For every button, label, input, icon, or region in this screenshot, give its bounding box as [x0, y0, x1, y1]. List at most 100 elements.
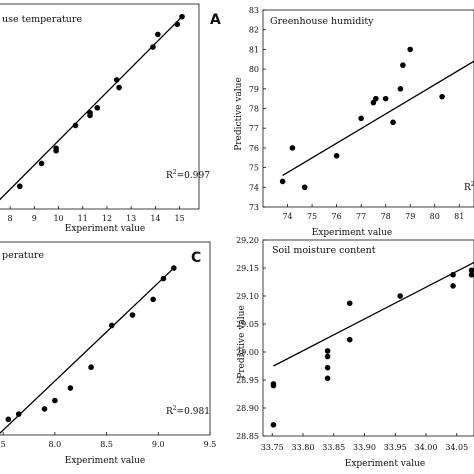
- y-tick-label: 80: [249, 65, 259, 74]
- y-tick-label: 75: [249, 164, 259, 173]
- y-tick-label: 83: [249, 6, 259, 15]
- y-tick-label: 29.15: [236, 264, 259, 273]
- data-point: [150, 44, 156, 50]
- x-tick-label: 80: [430, 212, 440, 221]
- x-tick-label: 8.0: [49, 440, 62, 449]
- y-tick-label: 77: [249, 124, 259, 133]
- fit-line: [273, 261, 474, 367]
- y-tick-label: 82: [249, 26, 259, 35]
- plot-frame: [262, 9, 474, 208]
- r-squared-value: 0.981: [184, 407, 210, 417]
- fit-line: [0, 267, 175, 434]
- y-tick-label: 74: [249, 183, 259, 192]
- data-point: [468, 271, 474, 278]
- panel-letter: C: [191, 250, 201, 266]
- panel-temperature: perature C R2=0.981 Experiment value 5 8.…: [0, 241, 217, 466]
- data-point: [358, 115, 364, 122]
- y-tick-label: 28.90: [236, 404, 259, 413]
- r-squared-label: R2=0.981: [166, 405, 210, 417]
- x-tick-label: 76: [332, 212, 342, 221]
- data-point: [397, 86, 404, 92]
- panel-title: use temperature: [2, 14, 82, 25]
- r-squared-label: R2: [464, 181, 474, 193]
- data-point: [72, 122, 79, 129]
- data-point: [160, 275, 167, 282]
- data-point: [155, 31, 161, 38]
- x-tick-label: 12: [102, 214, 112, 223]
- x-tick-label: 34.05: [445, 443, 468, 452]
- panel-greenhouse-temperature: use temperature A R2=0.997 Experiment va…: [0, 3, 221, 234]
- x-tick-label: 33.85: [322, 443, 345, 452]
- x-tick-label: 5: [1, 440, 6, 449]
- x-tick-label: 13: [126, 214, 136, 223]
- y-tick-label: 29.05: [236, 320, 259, 329]
- data-point: [15, 411, 22, 417]
- x-tick-label: 74: [282, 212, 292, 221]
- fit-line: [282, 60, 474, 177]
- data-point: [382, 95, 389, 102]
- data-point: [439, 93, 445, 100]
- x-axis-label: Experiment value: [345, 459, 426, 469]
- plot-frame: [0, 241, 211, 436]
- data-point: [450, 283, 456, 289]
- data-point: [333, 152, 340, 159]
- x-tick-label: 9: [32, 214, 37, 223]
- data-point: [324, 348, 331, 354]
- data-point: [397, 293, 403, 299]
- panel-greenhouse-humidity: Greenhouse humidity R2 Experiment value …: [234, 6, 474, 238]
- data-point: [16, 183, 23, 190]
- x-axis-label: Experiment value: [65, 224, 146, 234]
- y-tick-label: 28.85: [236, 432, 259, 441]
- data-point: [346, 300, 353, 307]
- data-point: [113, 77, 120, 83]
- y-tick-label: 76: [249, 144, 259, 153]
- data-point: [41, 406, 48, 412]
- data-point: [346, 336, 353, 343]
- x-tick-label: 77: [356, 212, 366, 221]
- x-tick-label: 81: [454, 212, 464, 221]
- y-tick-label: 78: [249, 105, 259, 114]
- x-tick-label: 33.95: [384, 443, 407, 452]
- data-point: [67, 385, 74, 391]
- panel-soil-moisture: Soil moisture content Experiment value P…: [236, 236, 474, 469]
- plot-frame: [262, 239, 474, 437]
- x-tick-label: 34.00: [415, 443, 438, 452]
- x-axis-label: Experiment value: [312, 228, 393, 238]
- data-point: [390, 119, 396, 126]
- x-tick-label: 33.80: [292, 443, 315, 452]
- data-point: [174, 21, 181, 28]
- data-point: [400, 62, 406, 68]
- data-point: [87, 110, 93, 116]
- x-tick-label: 9.5: [204, 440, 217, 449]
- x-tick-label: 9.0: [152, 440, 165, 449]
- x-tick-label: 75: [307, 212, 317, 221]
- panel-title: perature: [2, 250, 44, 261]
- y-tick-label: 29.00: [236, 348, 259, 357]
- x-tick-label: 11: [78, 214, 88, 223]
- data-point: [150, 296, 156, 303]
- data-point: [94, 104, 101, 111]
- y-tick-label: 79: [249, 85, 259, 94]
- y-tick-label: 28.95: [236, 376, 259, 385]
- data-point: [53, 145, 59, 152]
- data-point: [279, 178, 286, 185]
- x-tick-label: 33.90: [353, 443, 376, 452]
- data-point: [468, 267, 474, 274]
- data-point: [289, 145, 296, 151]
- plot-frame: [0, 3, 200, 210]
- x-tick-label: 79: [405, 212, 415, 221]
- data-point: [301, 184, 308, 191]
- data-point: [324, 364, 331, 371]
- data-point: [324, 353, 331, 360]
- x-tick-label: 8.5: [100, 440, 113, 449]
- r-squared-label: R2=0.997: [166, 169, 210, 181]
- data-point: [407, 46, 414, 53]
- x-tick-label: 33.75: [261, 443, 284, 452]
- fit-line: [0, 16, 183, 201]
- x-tick-label: 78: [381, 212, 391, 221]
- data-point: [373, 95, 379, 102]
- x-axis-label: Experiment value: [65, 456, 146, 466]
- data-point: [171, 265, 177, 271]
- x-tick-label: 8: [8, 214, 13, 223]
